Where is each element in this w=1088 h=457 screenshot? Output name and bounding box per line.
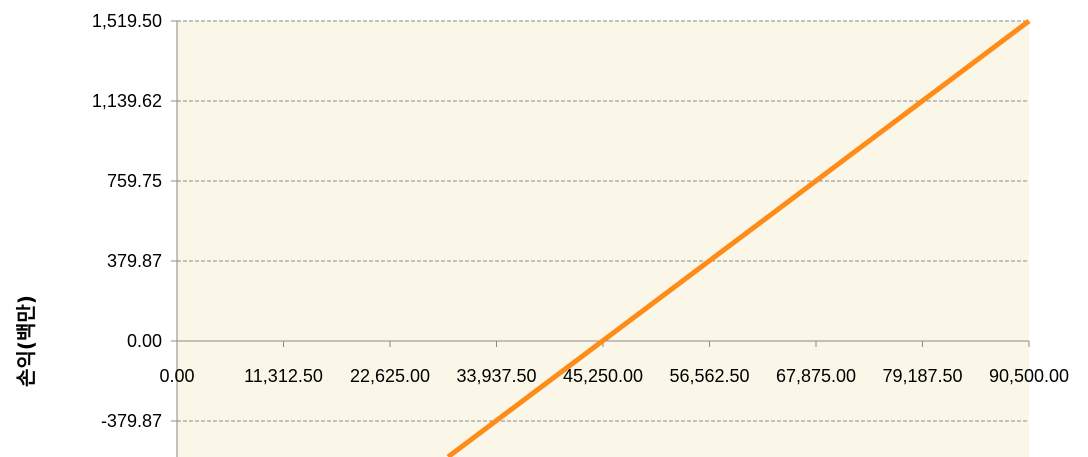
x-tick-label: 0.00: [159, 366, 194, 386]
y-tick-label: 1,139.62: [92, 91, 162, 111]
y-tick-label: -379.87: [101, 411, 162, 431]
y-tick-label: 759.75: [107, 171, 162, 191]
x-axis-ticks: 0.00 11,312.50 22,625.00 33,937.50 45,250.00…: [159, 341, 1069, 386]
x-tick-label: 45,250.00: [563, 366, 643, 386]
x-tick-label: 33,937.50: [456, 366, 536, 386]
x-tick-label: 56,562.50: [669, 366, 749, 386]
x-tick-label: 79,187.50: [882, 366, 962, 386]
y-axis-ticks: -379.87 0.00 379.87 759.75 1,139.62 1,519.50: [92, 11, 177, 431]
x-tick-label: 11,312.50: [244, 366, 323, 386]
y-tick-label: 379.87: [107, 251, 162, 271]
series-layer: [446, 19, 1031, 457]
y-tick-label: 1,519.50: [92, 11, 162, 31]
y-tick-label: 0.00: [127, 331, 162, 351]
x-tick-label: 90,500.00: [989, 366, 1069, 386]
x-tick-label: 22,625.00: [350, 366, 430, 386]
x-tick-label: 67,875.00: [776, 366, 856, 386]
y-axis-label: 손익(백만): [14, 295, 38, 387]
plot-area: [177, 21, 1029, 457]
series-line: [446, 19, 1031, 457]
